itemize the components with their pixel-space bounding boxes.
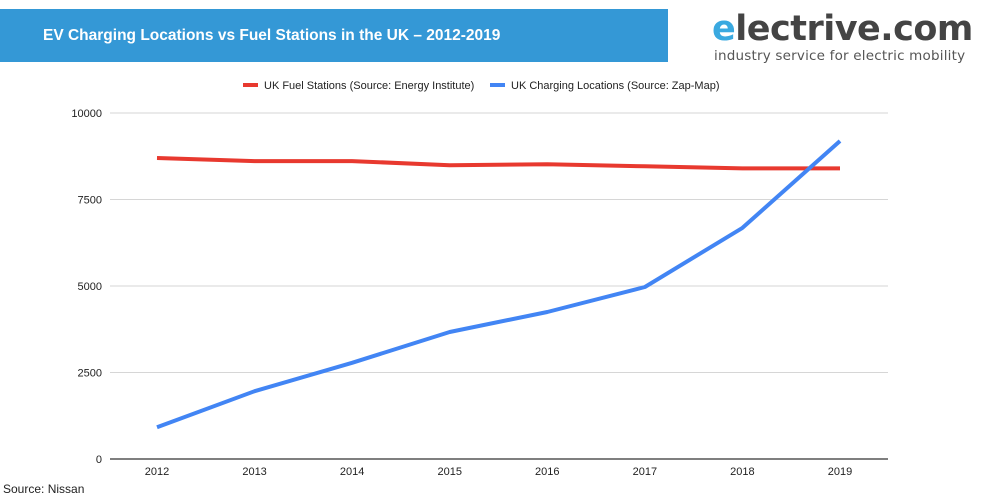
logo-rest: lectrive.com	[735, 9, 973, 49]
y-tick-label: 5000	[78, 281, 102, 293]
x-tick-label: 2016	[535, 466, 559, 478]
logo-tagline: industry service for electric mobility	[714, 48, 966, 64]
electrive-logo: electrive.com industry service for elect…	[712, 10, 982, 64]
logo-first-letter: e	[712, 9, 736, 49]
chart-title: EV Charging Locations vs Fuel Stations i…	[43, 26, 501, 44]
legend-label: UK Charging Locations (Source: Zap-Map)	[511, 80, 719, 92]
x-tick-label: 2013	[242, 466, 266, 478]
y-tick-label: 0	[96, 454, 102, 466]
y-tick-label: 7500	[78, 195, 102, 207]
gridlines	[110, 112, 888, 460]
x-axis-ticks: 2012 2013 2014 2015 2016 2017 2018 2019	[145, 466, 852, 478]
x-tick-label: 2014	[340, 466, 364, 478]
series-line-0	[156, 156, 840, 171]
legend: UK Fuel Stations (Source: Energy Institu…	[243, 80, 719, 92]
logo-wordmark: electrive.com	[712, 10, 982, 48]
y-tick-label: 10000	[71, 108, 102, 120]
source-note: Source: Nissan	[3, 482, 85, 496]
y-tick-label: 2500	[78, 368, 102, 380]
legend-label: UK Fuel Stations (Source: Energy Institu…	[264, 80, 474, 92]
x-tick-label: 2019	[828, 466, 852, 478]
title-banner: EV Charging Locations vs Fuel Stations i…	[0, 9, 668, 62]
x-tick-label: 2015	[437, 466, 461, 478]
y-axis-ticks: 0 2500 5000 7500 10000	[71, 108, 102, 466]
series-lines	[156, 139, 842, 430]
x-tick-label: 2017	[633, 466, 657, 478]
x-tick-label: 2018	[730, 466, 754, 478]
series-line-1	[156, 139, 842, 430]
x-tick-label: 2012	[145, 466, 169, 478]
